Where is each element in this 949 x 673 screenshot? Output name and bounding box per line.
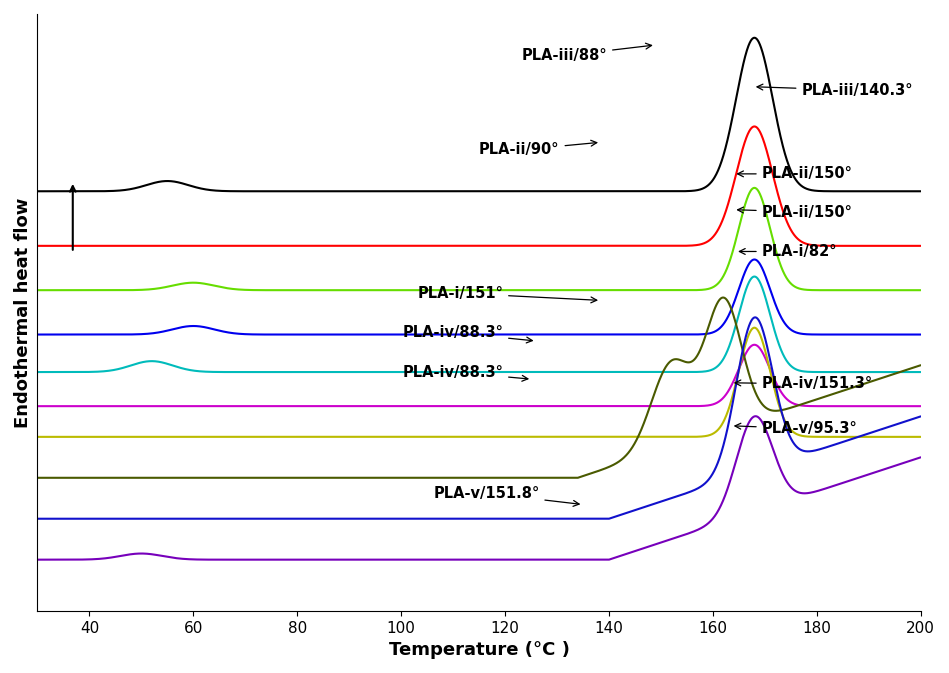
Text: PLA-iv/151.3°: PLA-iv/151.3° xyxy=(735,376,873,392)
Text: PLA-ii/90°: PLA-ii/90° xyxy=(479,140,597,157)
Text: PLA-iii/140.3°: PLA-iii/140.3° xyxy=(757,83,913,98)
Text: PLA-iv/88.3°: PLA-iv/88.3° xyxy=(402,325,532,343)
X-axis label: Temperature (°C ): Temperature (°C ) xyxy=(389,641,569,659)
Text: PLA-iv/88.3°: PLA-iv/88.3° xyxy=(402,365,528,381)
Text: PLA-v/95.3°: PLA-v/95.3° xyxy=(735,421,858,436)
Text: PLA-i/151°: PLA-i/151° xyxy=(418,286,597,303)
Text: PLA-iii/88°: PLA-iii/88° xyxy=(521,43,652,63)
Y-axis label: Endothermal heat flow: Endothermal heat flow xyxy=(14,197,32,427)
Text: PLA-ii/150°: PLA-ii/150° xyxy=(737,205,852,219)
Text: PLA-v/151.8°: PLA-v/151.8° xyxy=(433,486,579,506)
Text: PLA-ii/150°: PLA-ii/150° xyxy=(737,166,852,181)
Text: PLA-i/82°: PLA-i/82° xyxy=(739,244,837,259)
